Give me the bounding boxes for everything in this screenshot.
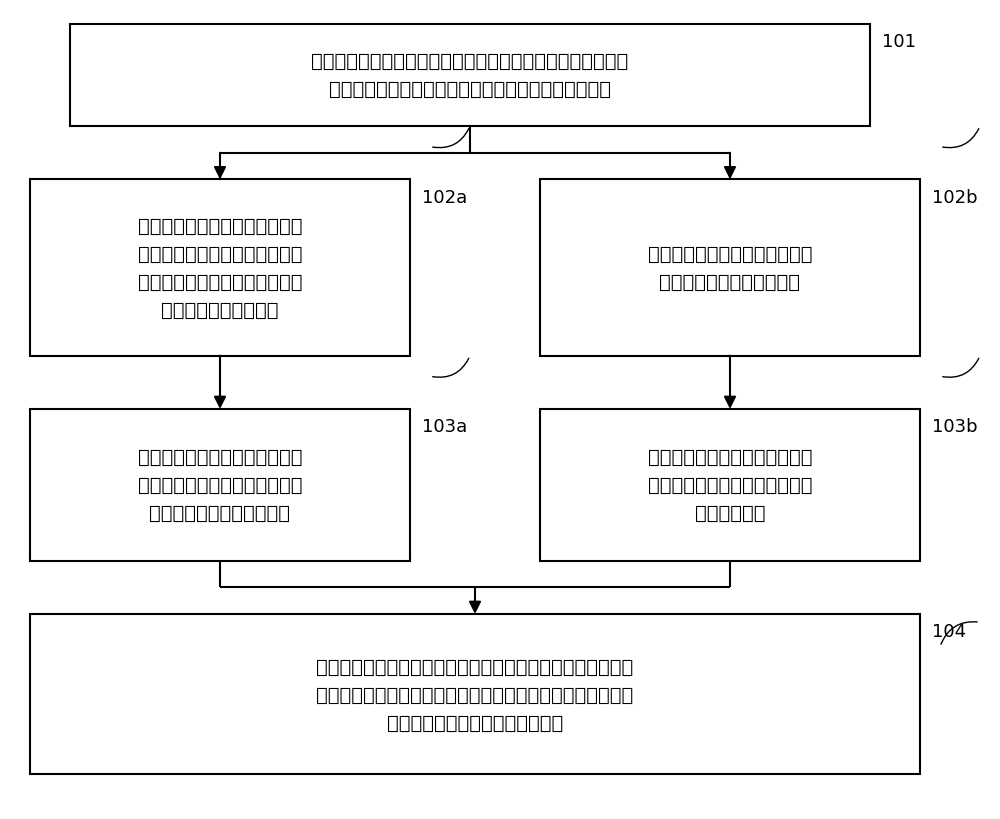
FancyBboxPatch shape bbox=[540, 410, 920, 561]
Text: 第一通信节点通过第二信令为第
二通信节点分配第二类参数: 第一通信节点通过第二信令为第 二通信节点分配第二类参数 bbox=[648, 245, 812, 292]
FancyBboxPatch shape bbox=[70, 25, 870, 127]
FancyBboxPatch shape bbox=[540, 180, 920, 356]
Text: 104: 104 bbox=[932, 622, 966, 640]
FancyBboxPatch shape bbox=[30, 410, 410, 561]
Text: 第一通信节点通过第三信令配置第二通信节点是否需要根据物
理下行共享信道的起止位置来确定解调参考信号的位置: 第一通信节点通过第三信令配置第二通信节点是否需要根据物 理下行共享信道的起止位置… bbox=[311, 52, 629, 99]
Text: 103b: 103b bbox=[932, 418, 978, 436]
Text: 102b: 102b bbox=[932, 188, 978, 206]
FancyBboxPatch shape bbox=[30, 614, 920, 774]
FancyBboxPatch shape bbox=[30, 180, 410, 356]
Text: 第一通信节点根据第二类参数及
解调参考信号的图样确定解调参
考信号的位置: 第一通信节点根据第二类参数及 解调参考信号的图样确定解调参 考信号的位置 bbox=[648, 448, 812, 523]
Text: 103a: 103a bbox=[422, 418, 467, 436]
Text: 第一通信节点在解调参考信号的位置上向第二通信节点发送解
调参考信号；或，第一通信节点在解调参考信号的位置上接收
第二通信节点发送的解调参考信号: 第一通信节点在解调参考信号的位置上向第二通信节点发送解 调参考信号；或，第一通信… bbox=[316, 657, 634, 731]
Text: 102a: 102a bbox=[422, 188, 467, 206]
Text: 第一通信节点通过第一信令为第
二通信节点配置至少一个第一类
参数，并通过第二信令为第二通
信节点分配第二类参数: 第一通信节点通过第一信令为第 二通信节点配置至少一个第一类 参数，并通过第二信令… bbox=[138, 217, 302, 319]
Text: 101: 101 bbox=[882, 33, 916, 51]
Text: 第一通信节点根据第一类参数、
第二类参数及解调参考信号的图
样确定解调参考信号的位置: 第一通信节点根据第一类参数、 第二类参数及解调参考信号的图 样确定解调参考信号的… bbox=[138, 448, 302, 523]
